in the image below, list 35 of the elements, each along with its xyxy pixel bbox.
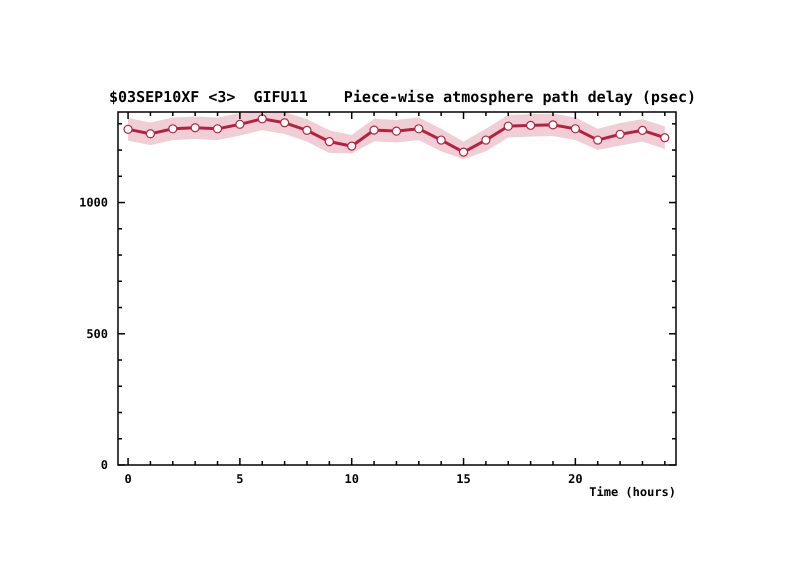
point — [436, 135, 446, 145]
point — [615, 130, 625, 139]
point — [146, 129, 156, 138]
point — [123, 124, 133, 134]
point — [638, 126, 648, 135]
point — [235, 120, 244, 129]
point — [324, 137, 334, 146]
x-tick-label: 0 — [124, 472, 132, 486]
point — [458, 148, 468, 157]
x-tick-label: 10 — [344, 472, 359, 486]
point — [392, 126, 402, 136]
point — [548, 120, 558, 130]
point — [280, 118, 290, 128]
y-tick-label: 500 — [86, 326, 108, 341]
x-tick-label: 5 — [236, 472, 244, 486]
chart-title: $03SEP10XF <3> GIFU11 Piece-wise atmosphere path delay (psec) — [109, 88, 696, 106]
point — [660, 133, 670, 142]
y-tick-label: 1000 — [79, 196, 108, 210]
point — [481, 135, 490, 145]
x-axis-title: Time (hours) — [589, 485, 676, 499]
point — [593, 135, 602, 145]
point — [190, 123, 200, 132]
x-tick-label: 20 — [568, 472, 583, 486]
point — [570, 124, 580, 134]
y-tick-label: 0 — [100, 458, 108, 472]
point — [526, 120, 536, 130]
point — [347, 142, 356, 151]
point — [504, 122, 513, 131]
point — [168, 124, 178, 134]
x-tick-label: 15 — [456, 472, 471, 486]
point — [302, 126, 312, 135]
point — [414, 124, 424, 134]
point — [258, 114, 267, 124]
point — [212, 124, 222, 134]
point — [369, 126, 379, 135]
